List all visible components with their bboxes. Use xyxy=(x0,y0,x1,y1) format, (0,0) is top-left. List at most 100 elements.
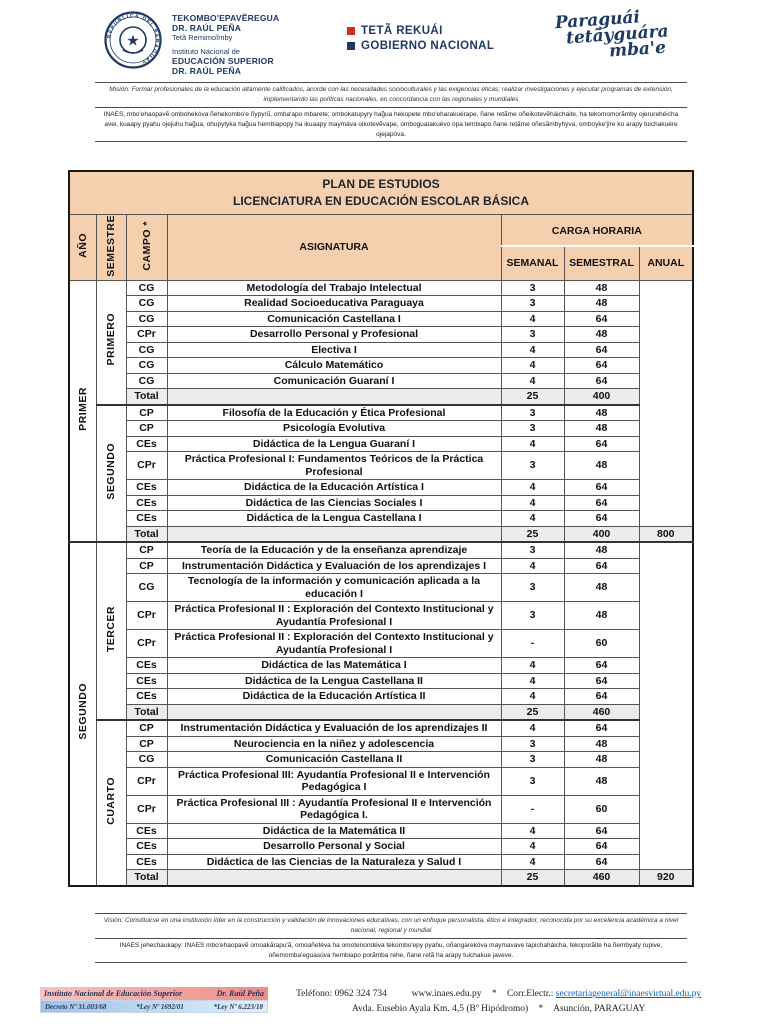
red-square-icon xyxy=(347,27,355,36)
semanal-cell: 3 xyxy=(500,451,565,481)
document-header: REPUBLICA DEL PARAGUAY ★ TEKOMBO'EPAVẼRE… xyxy=(0,5,768,76)
asignatura-cell: Didáctica de las Ciencias de la Naturale… xyxy=(166,853,502,871)
asignatura-cell: Instrumentación Didáctica y Evaluación d… xyxy=(166,719,502,737)
course-row: CEs Didáctica de la Educación Artística I… xyxy=(69,688,693,705)
phone-number: Teléfono: 0962 324 734 xyxy=(296,989,387,1000)
semestral-cell: 48 xyxy=(563,541,640,559)
semestral-cell: 64 xyxy=(563,557,640,575)
course-row: CPr Práctica Profesional II : Exploración… xyxy=(69,629,693,659)
email-label: Corr.Electr.: xyxy=(506,989,554,1000)
slogan-script: Paraguái tetãyguára mba'e xyxy=(554,5,707,64)
campo-cell: CEs xyxy=(125,510,168,527)
anual-merged-cell xyxy=(638,279,694,527)
asignatura-cell: Tecnología de la información y comunicac… xyxy=(166,573,502,603)
campo-cell: CEs xyxy=(125,672,168,690)
asignatura-cell: Filosofía de la Educación y Ética Profes… xyxy=(166,403,502,422)
course-row: CPr Práctica Profesional II : Exploración… xyxy=(69,601,693,631)
semanal-cell: 4 xyxy=(500,479,565,496)
semestral-cell: 48 xyxy=(563,601,640,631)
course-row: CG Cálculo Matemático 4 64 xyxy=(69,357,693,374)
semestral-cell: 48 xyxy=(563,451,640,481)
semanal-cell: 4 xyxy=(500,719,565,737)
total-label-cell: Total xyxy=(125,869,168,887)
semanal-cell: - xyxy=(500,629,565,659)
institution-name-block: TEKOMBO'EPAVẼREGUA DR. RAÚL PEÑA Tetã Re… xyxy=(172,13,280,76)
asignatura-cell: Práctica Profesional III: Ayudantía Prof… xyxy=(166,766,502,796)
institution-line: DR. RAÚL PEÑA xyxy=(172,22,242,33)
table-title: PLAN DE ESTUDIOS LICENCIATURA EN EDUCACI… xyxy=(68,170,694,215)
course-row: CG Comunicación Castellana I 4 64 xyxy=(69,310,693,328)
course-row: CG Electiva I 4 64 xyxy=(69,341,693,359)
col-header-semanal: SEMANAL xyxy=(500,245,565,281)
year-label: PRIMER xyxy=(68,279,97,543)
semestral-cell: 48 xyxy=(563,420,640,437)
asignatura-cell: Instrumentación Didáctica y Evaluación d… xyxy=(166,557,502,575)
campo-cell: CEs xyxy=(125,479,168,496)
semestral-cell: 64 xyxy=(563,510,640,527)
asignatura-cell: Didáctica de la Lengua Guaraní I xyxy=(166,435,502,453)
course-row: CPr Desarrollo Personal y Profesional 3 48 xyxy=(69,326,693,343)
col-header-asignatura: ASIGNATURA xyxy=(166,213,502,281)
semestral-cell: 64 xyxy=(563,688,640,705)
semanal-cell: 4 xyxy=(500,688,565,705)
asignatura-cell: Práctica Profesional I: Fundamentos Teór… xyxy=(166,451,502,481)
campo-cell: CG xyxy=(125,295,168,312)
semestral-cell: 48 xyxy=(563,403,640,422)
total-row: Total 25 400 800 xyxy=(69,525,694,543)
campo-cell: CEs xyxy=(125,657,168,674)
contact-block: Teléfono: 0962 324 734 www.inaes.edu.py … xyxy=(296,987,701,1016)
course-row: CG Comunicación Guaraní I 4 64 xyxy=(69,372,693,390)
svg-text:★: ★ xyxy=(126,33,139,50)
title-line1: PLAN DE ESTUDIOS xyxy=(322,177,440,192)
campo-cell: CEs xyxy=(125,494,168,512)
org-director: Dr. Raúl Peña xyxy=(216,989,264,999)
course-row: CEs Didáctica de las Ciencias de la Natur… xyxy=(69,853,693,871)
asignatura-cell: Didáctica de la Matemática II xyxy=(166,822,502,840)
campo-cell: CP xyxy=(125,557,168,575)
asignatura-cell: Didáctica de la Lengua Castellana I xyxy=(166,510,502,527)
total-label-cell: Total xyxy=(125,388,168,406)
gov-line2: GOBIERNO NACIONAL xyxy=(361,39,495,52)
semanal-cell: - xyxy=(500,794,565,824)
course-row: CG Tecnología de la información y comunic… xyxy=(69,573,693,603)
course-row: CEs Desarrollo Personal y Social 4 64 xyxy=(69,838,693,855)
campo-cell: CG xyxy=(125,573,168,603)
campo-cell: CG xyxy=(125,279,168,297)
total-row: Total 25 460 xyxy=(69,703,693,721)
total-semanal-cell: 25 xyxy=(500,525,565,543)
total-spacer-cell xyxy=(166,525,502,543)
asignatura-cell: Teoría de la Educación y de la enseñanza… xyxy=(166,541,502,559)
total-row: Total 25 400 xyxy=(69,388,693,406)
separator-star: * xyxy=(491,989,497,1000)
footer-bar: Instituto Nacional de Educación Superior… xyxy=(40,987,732,1016)
campo-cell: CG xyxy=(125,310,168,328)
course-row: CP Neurociencia en la niñez y adolescenci… xyxy=(69,735,693,753)
asignatura-cell: Didáctica de la Educación Artística II xyxy=(166,688,502,705)
semestral-cell: 48 xyxy=(563,766,640,796)
email-link[interactable]: secretariageneral@inaesvirtual.edu.py xyxy=(555,989,702,1000)
campo-cell: CEs xyxy=(125,822,168,840)
asignatura-cell: Psicología Evolutiva xyxy=(166,420,502,437)
course-row: CEs Didáctica de la Matemática II 4 64 xyxy=(69,822,693,840)
campo-cell: CP xyxy=(125,735,168,753)
semester-label-text: PRIMERO xyxy=(105,313,117,366)
semestral-cell: 64 xyxy=(563,341,640,359)
mission-text-gn: INAES, mbo'ehaopavẽ ombohekóva ñehekombo… xyxy=(103,111,679,138)
asignatura-cell: Metodología del Trabajo Intelectual xyxy=(166,279,502,297)
semestral-cell: 48 xyxy=(563,751,640,768)
course-row: CPr Práctica Profesional I: Fundamentos T… xyxy=(69,451,693,481)
total-spacer-cell xyxy=(166,388,502,406)
semestral-cell: 64 xyxy=(563,838,640,855)
asignatura-cell: Didáctica de las Matemática I xyxy=(166,657,502,674)
semanal-cell: 3 xyxy=(500,295,565,312)
semanal-cell: 3 xyxy=(500,326,565,343)
asignatura-cell: Realidad Socioeducativa Paraguaya xyxy=(166,295,502,312)
asignatura-cell: Comunicación Guaraní I xyxy=(166,372,502,390)
institution-line: TEKOMBO'EPAVẼREGUA xyxy=(172,13,280,23)
semestral-cell: 64 xyxy=(563,372,640,390)
asignatura-cell: Práctica Profesional II : Exploración de… xyxy=(166,629,502,659)
semestral-cell: 48 xyxy=(563,573,640,603)
semestral-cell: 64 xyxy=(563,657,640,674)
